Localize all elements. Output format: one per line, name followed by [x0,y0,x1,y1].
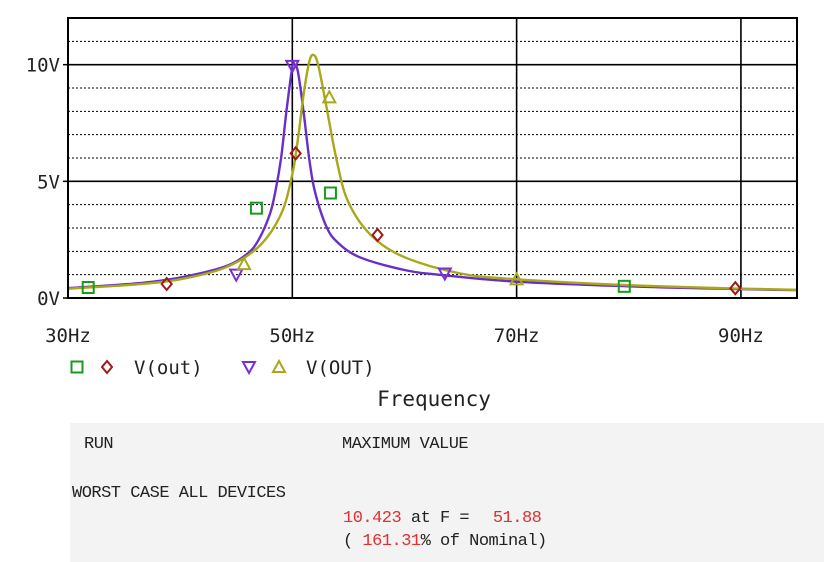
run-column-header: RUN [84,435,114,454]
y-axis-ticks: 0V 5V 10V [26,55,68,310]
plot-frame [67,17,798,299]
x-axis-title: Frequency [377,387,491,411]
legend-label: V(out) [134,357,203,379]
x-axis-ticks: 30Hz 50Hz 70Hz 90Hz [45,325,764,347]
grid-lines [68,18,797,298]
square-marker [617,279,631,293]
diamond-marker [729,280,742,296]
x-tick-label: 50Hz [269,325,315,347]
y-tick-label: 0V [37,288,60,310]
series-line-v-out- [67,61,798,292]
at-f-label: at F = [401,509,479,528]
triangle-down-marker [228,268,244,283]
triangle-up-marker [321,89,338,104]
x-tick-label: 90Hz [718,325,764,347]
worst-case-label: WORST CASE ALL DEVICES [72,484,286,503]
x-tick-label: 30Hz [45,325,91,347]
peak-frequency: 51.88 [492,509,542,528]
series-line-v-out- [67,53,798,291]
legend-square-icon [70,360,84,374]
triangle-down-marker [284,59,300,74]
percent-suffix: % of Nominal) [420,532,548,551]
chart: 0V 5V 10V 30Hz 50Hz 70Hz 90Hz V(out) V(OUT) Fr… [26,17,798,411]
y-tick-label: 10V [26,55,60,77]
square-marker [323,186,337,200]
triangle-down-marker [437,267,453,282]
maximum-value-column-header: MAXIMUM VALUE [342,435,469,454]
percent-nominal-line: ( 161.31% of Nominal) [343,532,547,551]
curves [67,53,798,292]
legend-triangle-up-icon [271,358,287,373]
diamond-marker [371,227,384,243]
worst-case-report: RUN MAXIMUM VALUE WORST CASE ALL DEVICES… [70,423,824,562]
diamond-marker [289,145,302,161]
legend-triangle-down-icon [241,361,257,376]
y-tick-label: 5V [37,171,60,193]
square-marker [249,201,263,215]
max-value: 10.423 [343,509,402,528]
legend-label: V(OUT) [306,357,375,379]
paren-open: ( [343,532,363,551]
triangle-up-marker [508,271,525,286]
triangle-up-marker [236,256,252,271]
max-value-line: 10.423 at F = 51.88 [343,509,542,528]
legend-diamond-icon [100,359,114,375]
markers [81,59,742,296]
percent-value: 161.31 [362,532,421,551]
legend: V(out) V(OUT) [70,357,375,379]
square-marker [81,281,95,294]
diamond-marker [160,276,173,292]
x-tick-label: 70Hz [494,325,540,347]
